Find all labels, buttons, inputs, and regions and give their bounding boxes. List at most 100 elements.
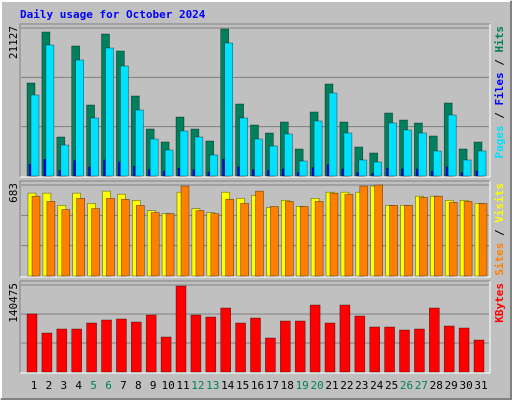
panel-edge-dark (19, 280, 490, 373)
x-tick-label: 22 (340, 379, 353, 392)
bar (358, 159, 368, 177)
bar (86, 322, 97, 373)
bar (220, 307, 231, 373)
x-tick-label: 6 (105, 379, 112, 392)
legend-entry: Sites (493, 243, 506, 276)
bar (478, 203, 488, 277)
bar (443, 325, 455, 373)
bar (105, 47, 114, 177)
legend-entry: Files (493, 72, 506, 105)
bar (210, 213, 220, 277)
bar (76, 198, 85, 277)
bar (149, 138, 159, 177)
x-tick-label: 5 (90, 379, 97, 392)
x-tick-label: 1 (31, 379, 38, 392)
x-tick-label: 25 (385, 379, 398, 392)
panel-edge-light (20, 281, 491, 374)
bar (239, 117, 248, 177)
bar (135, 109, 144, 177)
bar (399, 329, 410, 373)
bar (433, 195, 443, 277)
bar (121, 198, 130, 277)
panel-edge-dark (19, 180, 490, 277)
bar (45, 44, 55, 177)
bar (299, 206, 309, 277)
bar (255, 190, 264, 277)
bar (404, 205, 413, 277)
bar (26, 313, 38, 373)
bar (458, 327, 470, 373)
bar (448, 202, 458, 277)
legend-entry: Visits (493, 183, 506, 223)
x-tick-label: 30 (459, 379, 472, 392)
bar (359, 185, 369, 277)
x-tick-label: 20 (310, 379, 323, 392)
y-tick-label: 21127 (7, 26, 20, 59)
bar (90, 117, 99, 177)
x-tick-label: 3 (60, 379, 67, 392)
bar (205, 316, 217, 373)
bar (101, 319, 112, 373)
chart-title: Daily usage for October 2024 (20, 8, 206, 21)
bar (428, 307, 440, 373)
x-tick-label: 13 (206, 379, 219, 392)
bar (145, 314, 157, 373)
x-tick-label: 29 (445, 379, 458, 392)
x-tick-label: 7 (120, 379, 127, 392)
bar (225, 198, 234, 277)
bar (116, 318, 127, 373)
bar (56, 328, 68, 373)
x-tick-label: 15 (236, 379, 249, 392)
bar (160, 336, 172, 373)
bar (309, 304, 321, 373)
legend: Sites / Visits (493, 183, 506, 276)
bar (329, 192, 339, 277)
bar (106, 198, 115, 277)
bar (195, 210, 205, 277)
bar (254, 138, 263, 177)
bar (164, 149, 174, 177)
x-tick-label: 16 (251, 379, 264, 392)
bar (91, 208, 100, 277)
bar (313, 120, 323, 177)
bar (419, 196, 428, 277)
x-tick-label: 10 (161, 379, 174, 392)
bar (294, 320, 306, 373)
bar (190, 314, 202, 373)
x-tick-label: 31 (474, 379, 487, 392)
bar (71, 328, 82, 373)
bar (432, 150, 442, 177)
x-tick-label: 2 (46, 379, 53, 392)
bar (224, 42, 233, 177)
bar (175, 285, 187, 373)
bar (235, 322, 246, 373)
x-tick-label: 24 (370, 379, 384, 392)
x-tick-label: 21 (325, 379, 338, 392)
legend-separator: / (493, 53, 506, 73)
bar (283, 133, 293, 177)
bar (131, 321, 142, 373)
bar (120, 65, 129, 177)
bar (194, 136, 204, 177)
bar (284, 201, 294, 277)
x-tick-label: 19 (296, 379, 309, 392)
bar (41, 332, 53, 373)
bar (75, 59, 84, 177)
bar (324, 322, 336, 373)
legend: Pages / Files / Hits (493, 26, 506, 159)
legend-entry: Pages (493, 125, 506, 158)
bar (269, 145, 278, 177)
y-tick-label: 140475 (7, 283, 20, 323)
bar (136, 205, 145, 277)
x-tick-label: 9 (150, 379, 157, 392)
x-tick-label: 18 (281, 379, 294, 392)
legend: KBytes (493, 283, 506, 323)
x-tick-label: 28 (430, 379, 443, 392)
bar (418, 132, 427, 177)
x-tick-label: 4 (75, 379, 82, 392)
x-tick-label: 27 (415, 379, 428, 392)
panel-edge-dark (19, 23, 490, 177)
bar (339, 304, 351, 373)
